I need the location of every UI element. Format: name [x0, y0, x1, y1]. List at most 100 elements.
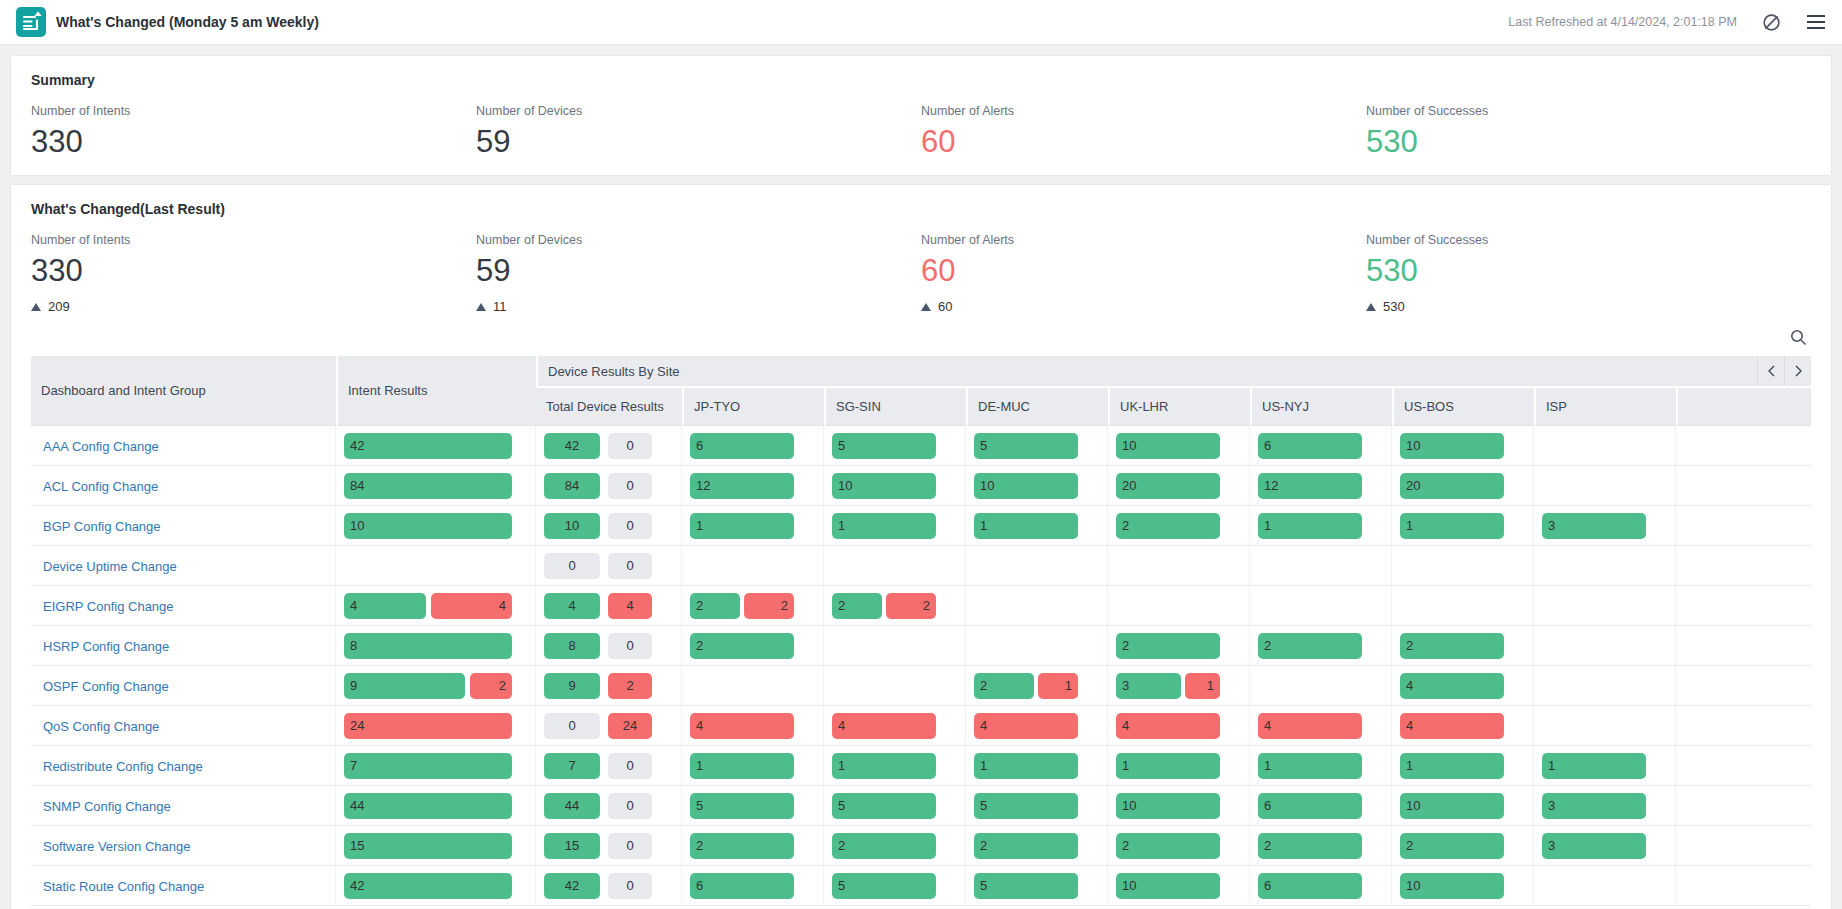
site-result-cell: 2 [1108, 826, 1250, 866]
summary-heading: Summary [31, 72, 1811, 88]
empty-cell [1676, 546, 1811, 586]
intent-group-link[interactable]: HSRP Config Change [43, 639, 169, 654]
success-pill: 8 [544, 633, 600, 659]
intent-group-cell: QoS Config Change [31, 706, 336, 746]
intent-results-cell: 7 [336, 746, 536, 786]
intent-results-cell: 8 [336, 626, 536, 666]
success-bar: 1 [974, 513, 1078, 539]
site-result-bar: 5 [690, 793, 794, 819]
intent-group-link[interactable]: Redistribute Config Change [43, 759, 203, 774]
intent-group-link[interactable]: Device Uptime Change [43, 559, 177, 574]
site-result-cell [966, 626, 1108, 666]
success-pill: 9 [544, 673, 600, 699]
site-result-cell: 3 [1534, 826, 1676, 866]
last-result-stats: Number of Intents330209Number of Devices… [31, 233, 1811, 314]
site-result-bar: 10 [832, 473, 936, 499]
success-bar: 10 [344, 513, 512, 539]
summary-stats: Number of Intents330Number of Devices59N… [31, 104, 1811, 159]
fail-bar: 2 [470, 673, 512, 699]
site-result-cell: 1 [824, 746, 966, 786]
intent-group-link[interactable]: AAA Config Change [43, 439, 159, 454]
site-result-cell: 22 [824, 586, 966, 626]
intent-group-link[interactable]: EIGRP Config Change [43, 599, 174, 614]
success-bar: 2 [690, 593, 740, 619]
stat-delta: 11 [476, 299, 921, 314]
column-header-total: Total Device Results [536, 386, 682, 426]
search-icon[interactable] [1790, 329, 1807, 346]
site-result-cell: 10 [824, 466, 966, 506]
site-result-bar: 3 [1542, 833, 1646, 859]
site-result-cell: 5 [824, 786, 966, 826]
auto-refresh-off-icon[interactable] [1761, 12, 1782, 33]
site-result-cell [1250, 546, 1392, 586]
site-result-cell [682, 546, 824, 586]
triangle-up-icon [476, 303, 486, 311]
site-result-bar: 6 [690, 873, 794, 899]
site-result-bar: 2 [832, 833, 936, 859]
intent-results-cell: 42 [336, 866, 536, 906]
site-result-bar: 2 [974, 833, 1078, 859]
success-bar: 10 [1400, 793, 1504, 819]
success-bar: 5 [832, 793, 936, 819]
intent-group-link[interactable]: SNMP Config Change [43, 799, 171, 814]
table-row: Device Uptime Change00 [31, 546, 1811, 586]
site-result-cell: 22 [682, 586, 824, 626]
site-result-cell: 1 [1392, 746, 1534, 786]
site-result-cell: 1 [1108, 746, 1250, 786]
site-result-bar: 20 [1116, 473, 1220, 499]
empty-cell [1676, 786, 1811, 826]
site-result-cell: 1 [1534, 746, 1676, 786]
stat-block: Number of Intents330 [31, 104, 476, 159]
site-result-cell: 3 [1534, 786, 1676, 826]
success-pill: 15 [544, 833, 600, 859]
empty-cell [1676, 706, 1811, 746]
site-result-cell: 10 [1108, 426, 1250, 466]
fail-pill: 0 [608, 513, 652, 539]
total-results-cell: 100 [536, 506, 682, 546]
column-header-isp: ISP [1534, 386, 1676, 426]
intent-group-cell: SNMP Config Change [31, 786, 336, 826]
intent-group-link[interactable]: OSPF Config Change [43, 679, 169, 694]
success-bar: 5 [974, 793, 1078, 819]
site-result-bar: 1 [690, 513, 794, 539]
intent-group-link[interactable]: Static Route Config Change [43, 879, 204, 894]
success-bar: 1 [832, 513, 936, 539]
chevron-left-icon[interactable] [1757, 356, 1784, 386]
success-bar: 5 [832, 873, 936, 899]
fail-pill: 24 [608, 713, 652, 739]
success-bar: 6 [690, 433, 794, 459]
success-bar: 10 [974, 473, 1078, 499]
site-result-cell: 4 [1108, 706, 1250, 746]
site-result-cell [1392, 546, 1534, 586]
titlebar-right: Last Refreshed at 4/14/2024, 2:01:18 PM [1508, 12, 1826, 33]
empty-cell [1676, 866, 1811, 906]
delta-value: 60 [938, 299, 952, 314]
empty-cell [1676, 586, 1811, 626]
intent-group-cell: Static Route Config Change [31, 866, 336, 906]
site-result-cell: 5 [966, 866, 1108, 906]
stat-label: Number of Successes [1366, 104, 1811, 118]
site-result-cell: 1 [1250, 506, 1392, 546]
site-result-cell: 2 [1108, 626, 1250, 666]
success-bar: 5 [690, 793, 794, 819]
site-result-bar: 1 [1400, 513, 1504, 539]
site-result-bar: 10 [974, 473, 1078, 499]
intent-group-link[interactable]: QoS Config Change [43, 719, 159, 734]
last-result-heading: What's Changed(Last Result) [31, 201, 1811, 217]
site-result-bar: 10 [1400, 873, 1504, 899]
stat-value: 60 [921, 125, 1366, 159]
success-bar: 20 [1116, 473, 1220, 499]
success-bar: 1 [1400, 753, 1504, 779]
table-row: QoS Config Change24024444444 [31, 706, 1811, 746]
menu-icon[interactable] [1806, 14, 1826, 30]
fail-pill: 0 [608, 833, 652, 859]
site-result-bar: 4 [1400, 713, 1504, 739]
site-result-cell [1534, 706, 1676, 746]
site-result-bar: 2 [1116, 633, 1220, 659]
chevron-right-icon[interactable] [1784, 356, 1811, 386]
intent-group-link[interactable]: BGP Config Change [43, 519, 161, 534]
site-result-cell: 2 [1392, 626, 1534, 666]
intent-group-link[interactable]: ACL Config Change [43, 479, 158, 494]
intent-group-link[interactable]: Software Version Change [43, 839, 190, 854]
site-result-cell: 2 [966, 826, 1108, 866]
